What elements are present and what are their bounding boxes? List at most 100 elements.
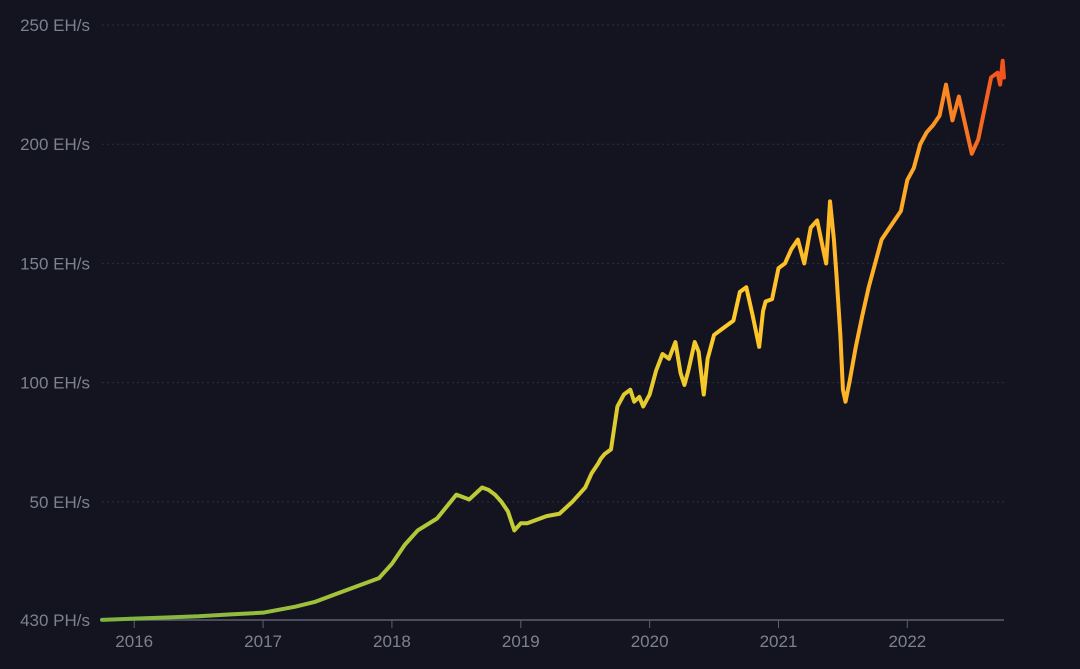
data-point bbox=[731, 319, 735, 323]
data-point bbox=[609, 447, 613, 451]
x-tick-label: 2020 bbox=[631, 632, 669, 651]
data-point bbox=[622, 393, 626, 397]
data-point bbox=[628, 388, 632, 392]
data-point bbox=[802, 261, 806, 265]
data-point bbox=[596, 462, 600, 466]
data-point bbox=[519, 521, 523, 525]
data-point bbox=[957, 95, 961, 99]
data-point bbox=[925, 130, 929, 134]
data-point bbox=[338, 590, 342, 594]
x-axis: 2016 2017 2018 2019 2020 2021 2022 bbox=[102, 619, 1004, 651]
data-point bbox=[1002, 75, 1006, 79]
data-point bbox=[454, 493, 458, 497]
data-point bbox=[738, 290, 742, 294]
data-point bbox=[751, 314, 755, 318]
data-point bbox=[416, 528, 420, 532]
data-point bbox=[679, 371, 683, 375]
data-point bbox=[834, 273, 838, 277]
data-point bbox=[637, 395, 641, 399]
data-point bbox=[390, 562, 394, 566]
data-point bbox=[998, 83, 1002, 87]
data-point bbox=[632, 400, 636, 404]
data-point bbox=[822, 249, 826, 253]
data-point bbox=[996, 71, 1000, 75]
data-point bbox=[403, 543, 407, 547]
data-point bbox=[100, 618, 104, 622]
data-point bbox=[197, 614, 201, 618]
data-point bbox=[976, 137, 980, 141]
data-point bbox=[577, 493, 581, 497]
data-point bbox=[1001, 59, 1005, 63]
data-point bbox=[641, 404, 645, 408]
data-point bbox=[770, 297, 774, 301]
data-point bbox=[487, 488, 491, 492]
y-tick-label: 200 EH/s bbox=[20, 135, 90, 154]
data-point bbox=[532, 519, 536, 523]
data-point bbox=[832, 238, 836, 242]
data-point bbox=[673, 340, 677, 344]
data-point bbox=[712, 333, 716, 337]
data-point bbox=[847, 381, 851, 385]
data-point bbox=[435, 517, 439, 521]
y-tick-label: 100 EH/s bbox=[20, 374, 90, 393]
data-point bbox=[867, 285, 871, 289]
data-point bbox=[918, 142, 922, 146]
data-point bbox=[944, 83, 948, 87]
data-point bbox=[838, 333, 842, 337]
series-group bbox=[100, 58, 1006, 622]
x-tick-label: 2018 bbox=[373, 632, 411, 651]
x-tick-label: 2021 bbox=[760, 632, 798, 651]
data-point bbox=[886, 228, 890, 232]
data-point bbox=[261, 611, 265, 615]
data-point bbox=[512, 528, 516, 532]
data-point bbox=[693, 340, 697, 344]
data-point bbox=[970, 152, 974, 156]
y-tick-label: 430 PH/s bbox=[20, 611, 90, 630]
hashrate-series-line bbox=[100, 58, 1006, 622]
data-point bbox=[545, 514, 549, 518]
data-point bbox=[557, 512, 561, 516]
data-point bbox=[132, 617, 136, 621]
data-point bbox=[892, 219, 896, 223]
data-point bbox=[783, 261, 787, 265]
data-point bbox=[938, 114, 942, 118]
data-point bbox=[682, 383, 686, 387]
data-point bbox=[480, 486, 484, 490]
data-point bbox=[963, 123, 967, 127]
data-point bbox=[841, 388, 845, 392]
data-point bbox=[873, 261, 877, 265]
data-point bbox=[686, 369, 690, 373]
x-tick-label: 2019 bbox=[502, 632, 540, 651]
data-point bbox=[377, 576, 381, 580]
data-point bbox=[744, 285, 748, 289]
data-point bbox=[777, 266, 781, 270]
data-point bbox=[828, 199, 832, 203]
data-point bbox=[912, 166, 916, 170]
data-point bbox=[615, 404, 619, 408]
x-tick-label: 2017 bbox=[244, 632, 282, 651]
data-point bbox=[931, 123, 935, 127]
data-point bbox=[764, 300, 768, 304]
data-point bbox=[499, 500, 503, 504]
y-tick-label: 50 EH/s bbox=[30, 493, 90, 512]
data-point bbox=[844, 400, 848, 404]
data-point bbox=[989, 75, 993, 79]
data-point bbox=[761, 309, 765, 313]
data-point bbox=[854, 345, 858, 349]
data-point bbox=[697, 350, 701, 354]
y-axis: 430 PH/s 50 EH/s 100 EH/s 150 EH/s 200 EH/s 2… bbox=[20, 16, 90, 630]
data-point bbox=[229, 612, 233, 616]
data-point bbox=[661, 352, 665, 356]
data-point bbox=[702, 393, 706, 397]
data-point bbox=[809, 226, 813, 230]
data-point bbox=[654, 369, 658, 373]
y-tick-label: 150 EH/s bbox=[20, 254, 90, 273]
x-tick-label: 2022 bbox=[888, 632, 926, 651]
data-point bbox=[313, 600, 317, 604]
data-point bbox=[467, 497, 471, 501]
data-point bbox=[719, 328, 723, 332]
data-point bbox=[789, 247, 793, 251]
data-point bbox=[358, 583, 362, 587]
